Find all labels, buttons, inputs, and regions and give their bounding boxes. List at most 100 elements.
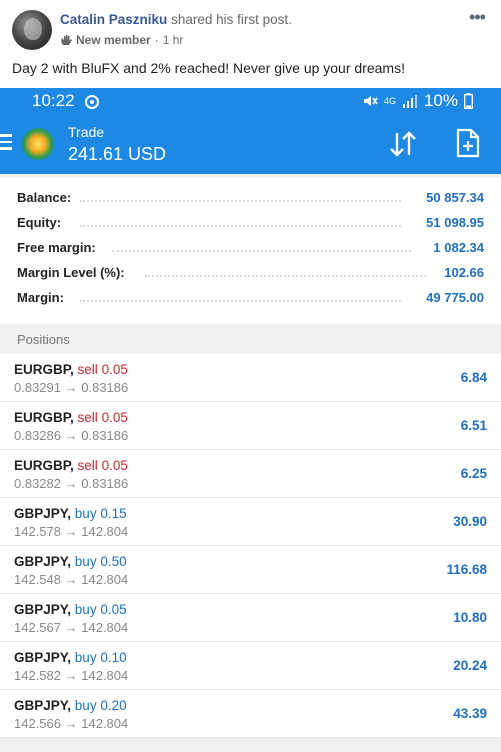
- arrow-right-icon: →: [64, 476, 78, 491]
- account-value: 1 082.34: [433, 240, 484, 255]
- status-time: 10:22: [32, 91, 75, 110]
- position-profit: 43.39: [453, 706, 487, 721]
- position-title: GBPJPY, buy 0.20: [14, 698, 127, 713]
- battery-icon: [464, 93, 473, 109]
- position-prices: 142.578 → 142.804: [14, 524, 128, 539]
- status-bar: 10:22 4G 10%: [0, 88, 501, 116]
- current-price: 142.804: [81, 572, 129, 587]
- position-profit: 6.84: [460, 370, 487, 385]
- position-row[interactable]: GBPJPY, buy 0.10 142.582 → 142.804 20.24: [0, 642, 501, 690]
- post-meta: New member · 1 hr: [60, 33, 183, 47]
- account-value: 49 775.00: [426, 290, 484, 305]
- post-action-text: shared his first post.: [171, 12, 292, 27]
- position-symbol: GBPJPY,: [14, 506, 72, 521]
- account-label: Margin Level (%):: [17, 265, 125, 280]
- account-row-free-margin: Free margin: 1 082.34: [0, 236, 501, 260]
- position-profit: 20.24: [453, 658, 487, 673]
- position-side: sell: [77, 458, 98, 473]
- position-side: sell: [77, 410, 98, 425]
- position-row[interactable]: GBPJPY, buy 0.15 142.578 → 142.804 30.90: [0, 498, 501, 546]
- post-timestamp[interactable]: 1 hr: [162, 33, 184, 47]
- arrow-right-icon: →: [64, 620, 78, 635]
- leader-dots: [145, 275, 426, 277]
- position-row[interactable]: EURGBP, sell 0.05 0.83286 → 0.83186 6.51: [0, 402, 501, 450]
- positions-title: Positions: [17, 332, 70, 347]
- leader-dots: [80, 200, 401, 202]
- open-price: 142.548: [14, 572, 61, 587]
- account-value: 51 098.95: [426, 215, 484, 230]
- position-symbol: GBPJPY,: [14, 602, 72, 617]
- account-label: Free margin:: [17, 240, 96, 255]
- position-row[interactable]: EURGBP, sell 0.05 0.83282 → 0.83186 6.25: [0, 450, 501, 498]
- position-volume: 0.10: [100, 650, 127, 665]
- leader-dots: [80, 300, 401, 302]
- status-right: 4G 10%: [362, 91, 473, 111]
- current-price: 142.804: [81, 668, 129, 683]
- position-volume: 0.05: [101, 362, 128, 377]
- position-prices: 142.582 → 142.804: [14, 668, 128, 683]
- position-side: buy: [74, 650, 97, 665]
- position-volume: 0.20: [100, 698, 127, 713]
- account-value: 102.66: [444, 265, 484, 280]
- sort-icon[interactable]: [388, 130, 418, 158]
- author-line: Catalin Paszniku shared his first post.: [60, 12, 292, 27]
- position-profit: 116.68: [446, 562, 487, 577]
- position-prices: 0.83282 → 0.83186: [14, 476, 128, 491]
- account-label: Margin:: [17, 290, 64, 305]
- position-profit: 30.90: [453, 514, 487, 529]
- open-price: 142.578: [14, 524, 61, 539]
- account-label: Equity:: [17, 215, 62, 230]
- position-symbol: EURGBP,: [14, 458, 74, 473]
- arrow-right-icon: →: [64, 380, 78, 395]
- position-volume: 0.05: [101, 410, 128, 425]
- account-row-equity: Equity: 51 098.95: [0, 211, 501, 235]
- more-options-button[interactable]: •••: [469, 7, 486, 27]
- new-order-icon[interactable]: [456, 128, 480, 158]
- position-volume: 0.50: [100, 554, 127, 569]
- position-title: EURGBP, sell 0.05: [14, 362, 128, 377]
- current-price: 0.83186: [81, 476, 129, 491]
- signal-icon: [402, 95, 417, 108]
- open-price: 142.582: [14, 668, 61, 683]
- position-prices: 142.548 → 142.804: [14, 572, 128, 587]
- phone-screenshot: 10:22 4G 10%: [0, 88, 501, 752]
- leader-dots: [112, 250, 411, 252]
- position-symbol: GBPJPY,: [14, 554, 72, 569]
- menu-icon[interactable]: [0, 134, 12, 152]
- position-symbol: GBPJPY,: [14, 698, 72, 713]
- mute-icon: [363, 96, 378, 106]
- arrow-right-icon: →: [64, 524, 78, 539]
- position-side: buy: [74, 506, 97, 521]
- current-price: 142.804: [81, 524, 129, 539]
- arrow-right-icon: →: [64, 428, 78, 443]
- position-profit: 10.80: [453, 610, 487, 625]
- account-row-balance: Balance: 50 857.34: [0, 186, 501, 210]
- sync-icon: [85, 95, 99, 109]
- app-logo-icon: [22, 128, 54, 160]
- account-value: 50 857.34: [426, 190, 484, 205]
- open-price: 0.83282: [14, 476, 61, 491]
- screen-title: Trade: [68, 124, 105, 140]
- position-side: buy: [74, 554, 97, 569]
- author-avatar[interactable]: [12, 10, 52, 50]
- battery-level: 10%: [423, 91, 458, 110]
- arrow-right-icon: →: [64, 572, 78, 587]
- position-prices: 142.566 → 142.804: [14, 716, 128, 731]
- position-title: GBPJPY, buy 0.15: [14, 506, 127, 521]
- positions-section-header: Positions: [0, 324, 501, 354]
- wave-hand-icon: [61, 35, 72, 45]
- account-row-margin-level: Margin Level (%): 102.66: [0, 261, 501, 285]
- new-member-badge: New member: [76, 33, 151, 47]
- position-row[interactable]: GBPJPY, buy 0.05 142.567 → 142.804 10.80: [0, 594, 501, 642]
- leader-dots: [80, 225, 401, 227]
- author-name-link[interactable]: Catalin Paszniku: [60, 12, 168, 27]
- position-prices: 0.83291 → 0.83186: [14, 380, 128, 395]
- position-prices: 0.83286 → 0.83186: [14, 428, 128, 443]
- position-row[interactable]: EURGBP, sell 0.05 0.83291 → 0.83186 6.84: [0, 354, 501, 402]
- position-row[interactable]: GBPJPY, buy 0.50 142.548 → 142.804 116.6…: [0, 546, 501, 594]
- position-volume: 0.15: [100, 506, 127, 521]
- position-symbol: EURGBP,: [14, 362, 74, 377]
- open-price: 0.83286: [14, 428, 61, 443]
- position-row[interactable]: GBPJPY, buy 0.20 142.566 → 142.804 43.39: [0, 690, 501, 738]
- position-profit: 6.51: [460, 418, 487, 433]
